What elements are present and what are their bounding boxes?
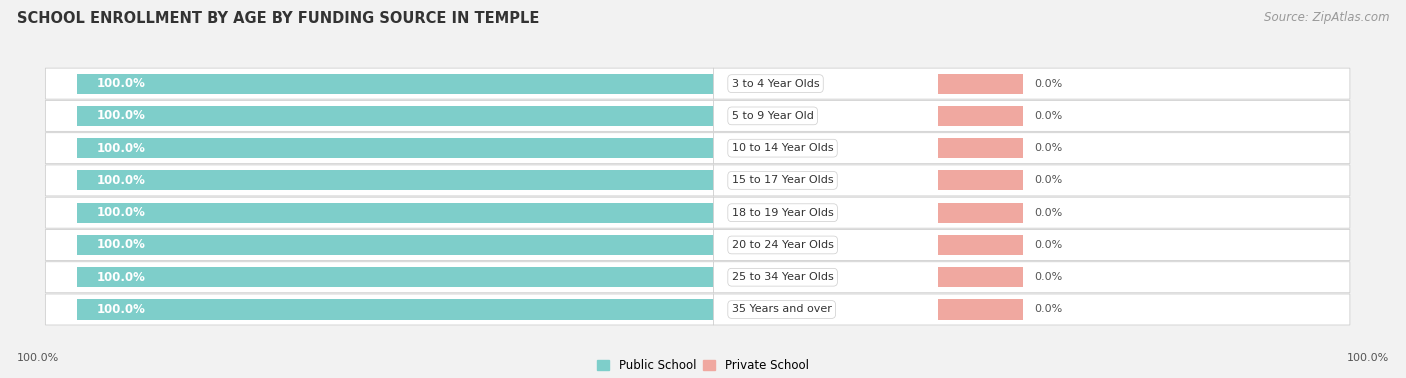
Text: 10 to 14 Year Olds: 10 to 14 Year Olds (731, 143, 834, 153)
Text: 20 to 24 Year Olds: 20 to 24 Year Olds (731, 240, 834, 250)
FancyBboxPatch shape (713, 68, 1350, 99)
FancyBboxPatch shape (713, 294, 1350, 325)
Text: 35 Years and over: 35 Years and over (731, 305, 831, 314)
Text: 0.0%: 0.0% (1035, 79, 1063, 88)
Text: 100.0%: 100.0% (97, 271, 145, 284)
FancyBboxPatch shape (713, 165, 1350, 196)
Bar (77, 170, 713, 191)
FancyBboxPatch shape (713, 229, 1350, 260)
Bar (938, 299, 1022, 319)
FancyBboxPatch shape (713, 197, 1350, 228)
Text: SCHOOL ENROLLMENT BY AGE BY FUNDING SOURCE IN TEMPLE: SCHOOL ENROLLMENT BY AGE BY FUNDING SOUR… (17, 11, 540, 26)
Text: 3 to 4 Year Olds: 3 to 4 Year Olds (731, 79, 820, 88)
Text: 5 to 9 Year Old: 5 to 9 Year Old (731, 111, 814, 121)
Bar (938, 138, 1022, 158)
FancyBboxPatch shape (45, 262, 714, 293)
Text: 25 to 34 Year Olds: 25 to 34 Year Olds (731, 272, 834, 282)
Text: 18 to 19 Year Olds: 18 to 19 Year Olds (731, 208, 834, 218)
Text: 100.0%: 100.0% (97, 206, 145, 219)
Bar (77, 138, 713, 158)
Text: 0.0%: 0.0% (1035, 143, 1063, 153)
Bar (77, 203, 713, 223)
Text: 0.0%: 0.0% (1035, 305, 1063, 314)
Text: 0.0%: 0.0% (1035, 111, 1063, 121)
Text: 100.0%: 100.0% (1347, 353, 1389, 363)
Text: 100.0%: 100.0% (97, 303, 145, 316)
Bar (938, 267, 1022, 287)
Bar (77, 74, 713, 94)
Legend: Public School, Private School: Public School, Private School (598, 359, 808, 372)
Bar (938, 235, 1022, 255)
Bar (938, 106, 1022, 126)
FancyBboxPatch shape (45, 165, 714, 196)
FancyBboxPatch shape (45, 133, 714, 164)
FancyBboxPatch shape (45, 197, 714, 228)
Text: 15 to 17 Year Olds: 15 to 17 Year Olds (731, 175, 834, 186)
Text: 0.0%: 0.0% (1035, 272, 1063, 282)
Bar (938, 203, 1022, 223)
Bar (77, 106, 713, 126)
FancyBboxPatch shape (45, 68, 714, 99)
Bar (938, 74, 1022, 94)
FancyBboxPatch shape (713, 133, 1350, 164)
Text: 100.0%: 100.0% (97, 174, 145, 187)
Text: 100.0%: 100.0% (97, 77, 145, 90)
Text: 100.0%: 100.0% (97, 239, 145, 251)
FancyBboxPatch shape (45, 229, 714, 260)
Text: 0.0%: 0.0% (1035, 208, 1063, 218)
Bar (938, 170, 1022, 191)
Text: 100.0%: 100.0% (97, 109, 145, 122)
FancyBboxPatch shape (713, 262, 1350, 293)
Bar (77, 267, 713, 287)
Text: Source: ZipAtlas.com: Source: ZipAtlas.com (1264, 11, 1389, 24)
Text: 0.0%: 0.0% (1035, 240, 1063, 250)
FancyBboxPatch shape (45, 101, 714, 132)
Text: 100.0%: 100.0% (97, 142, 145, 155)
FancyBboxPatch shape (713, 101, 1350, 132)
Text: 0.0%: 0.0% (1035, 175, 1063, 186)
Text: 100.0%: 100.0% (17, 353, 59, 363)
FancyBboxPatch shape (45, 294, 714, 325)
Bar (77, 235, 713, 255)
Bar (77, 299, 713, 319)
